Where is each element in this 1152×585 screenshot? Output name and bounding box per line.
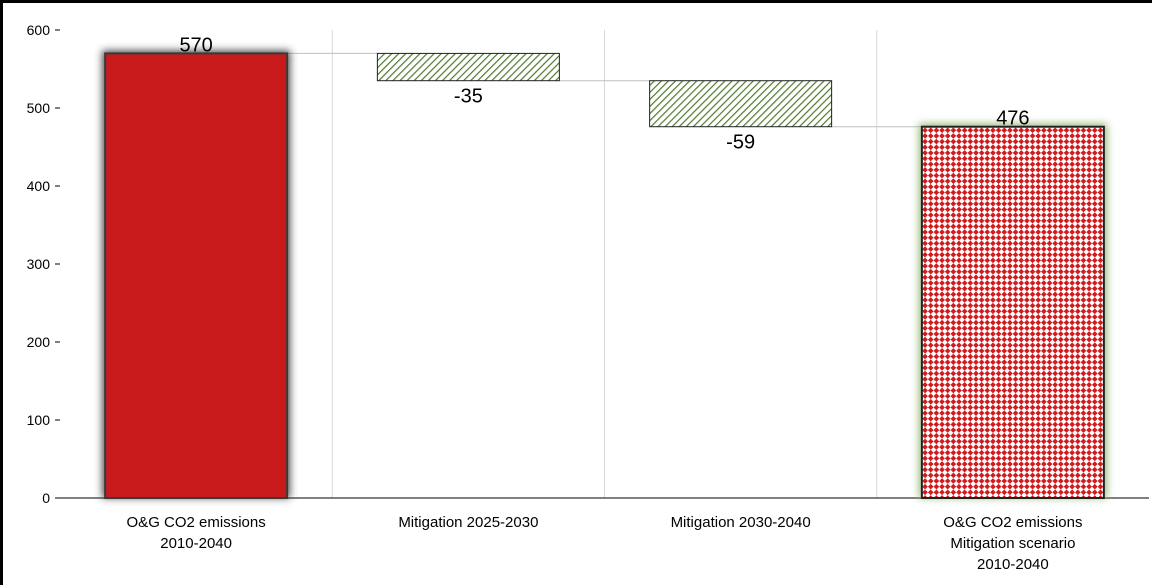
data-label: 476: [996, 108, 1029, 130]
category-label: Mitigation 2025-2030: [398, 514, 538, 531]
data-label: 570: [179, 34, 212, 56]
y-tick-label: 100: [27, 412, 51, 428]
grid-layer: [287, 30, 922, 498]
label-layer: 570 O&G CO2 emissions 2010-2040 -35 Mitigati…: [127, 34, 1083, 573]
bar-mitigation: [376, 52, 560, 82]
y-tick-label: 200: [27, 334, 51, 350]
bar-mitigation: [649, 80, 833, 128]
y-tick-label: 500: [27, 100, 51, 116]
chart-canvas: 0 100 200 300 400 500 600 570 O&G CO2 emissions…: [27, 22, 1149, 573]
y-tick-label: 0: [42, 490, 50, 506]
data-label: -59: [726, 132, 755, 154]
category-label: O&G CO2 emissions: [943, 514, 1082, 531]
data-label: -35: [454, 86, 483, 108]
category-label: Mitigation scenario: [950, 535, 1075, 552]
category-label: 2010-2040: [160, 535, 232, 552]
bar-baseline-total: [104, 52, 289, 500]
category-label: Mitigation 2030-2040: [671, 514, 811, 531]
category-label: O&G CO2 emissions: [127, 514, 266, 531]
y-tick-label: 400: [27, 178, 51, 194]
y-tick-label: 600: [27, 22, 51, 38]
bar-scenario-total: [920, 125, 1105, 499]
bar-layer: [102, 50, 1107, 500]
category-label: 2010-2040: [977, 556, 1049, 573]
y-tick-label: 300: [27, 256, 51, 272]
